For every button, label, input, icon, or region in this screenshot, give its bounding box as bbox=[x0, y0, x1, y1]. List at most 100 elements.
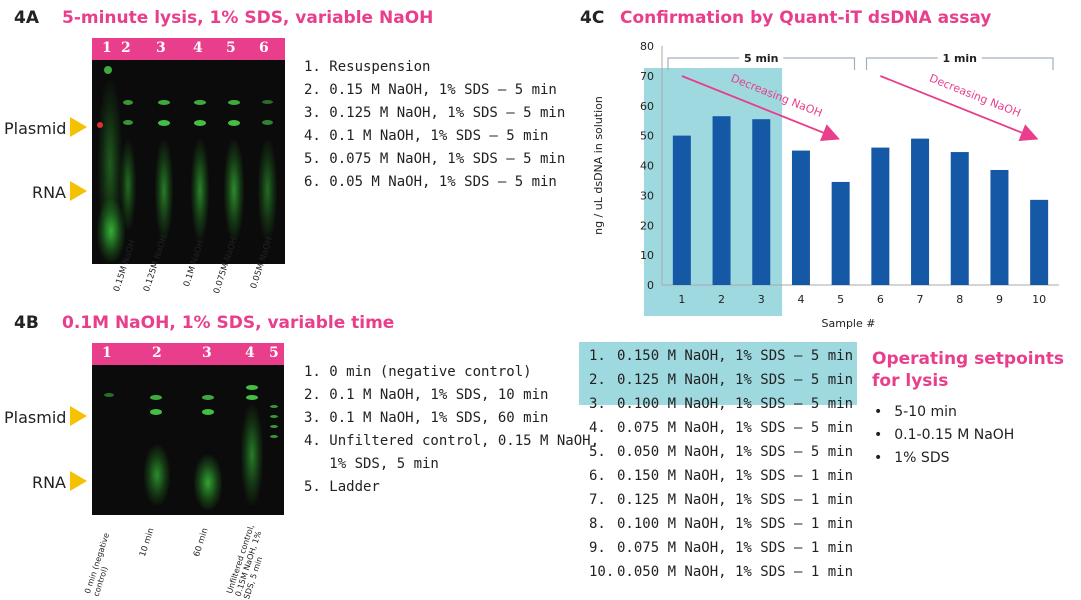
legend-4a-item: 2. 0.15 M NaOH, 1% SDS – 5 min bbox=[304, 82, 557, 98]
setpoint-item: 0.1-0.15 M NaOH bbox=[874, 424, 1014, 447]
gel-4a: 1 2 3 4 5 6 bbox=[92, 38, 285, 280]
table-4c: 1. 0.150 M NaOH, 1% SDS – 5 min 2. 0.125 M… bbox=[579, 344, 853, 584]
legend-4a-item: 3. 0.125 M NaOH, 1% SDS – 5 min bbox=[304, 105, 566, 121]
row-text: 0.100 M NaOH, 1% SDS – 5 min bbox=[617, 396, 854, 412]
gel-4b-lane-number: 1 bbox=[102, 345, 112, 361]
table-row: 3. 0.100 M NaOH, 1% SDS – 5 min bbox=[579, 392, 853, 416]
row-text: 0.075 M NaOH, 1% SDS – 5 min bbox=[617, 420, 854, 436]
bracket-5min-label: 5 min bbox=[744, 52, 779, 65]
setpoint-item: 1% SDS bbox=[874, 447, 1014, 470]
bar bbox=[672, 135, 691, 285]
gel-4a-lane-number: 4 bbox=[193, 40, 203, 56]
gel-4b-lane-header: 1 2 3 4 5 bbox=[92, 343, 284, 365]
legend-4b-item: 5. Ladder bbox=[304, 479, 380, 495]
panel-4b-title: 0.1M NaOH, 1% SDS, variable time bbox=[62, 313, 395, 333]
x-tick-label: 1 bbox=[678, 293, 685, 306]
row-text: 0.125 M NaOH, 1% SDS – 5 min bbox=[617, 372, 854, 388]
row-text: 0.150 M NaOH, 1% SDS – 5 min bbox=[617, 348, 854, 364]
y-tick-label: 0 bbox=[647, 279, 654, 292]
row-number: 10. bbox=[589, 564, 615, 580]
row-number: 1. bbox=[589, 348, 606, 364]
plasmid-label-4b: Plasmid bbox=[4, 408, 67, 427]
y-tick-label: 80 bbox=[640, 40, 654, 53]
gel-4b-lane-label: Unfiltered control, 0.15M NaOH, 1% SDS, … bbox=[225, 523, 265, 600]
gel-4b-lane-label: 0 min (negative control) bbox=[83, 531, 112, 598]
table-row: 5. 0.050 M NaOH, 1% SDS – 5 min bbox=[579, 440, 853, 464]
row-text: 0.075 M NaOH, 1% SDS – 1 min bbox=[617, 540, 854, 556]
operating-title-line: for lysis bbox=[872, 371, 949, 391]
bar-chart-4c: 0 10 20 30 40 50 60 70 80 1 2 3 4 5 6 7 8 9 10 Sample # ng /… bbox=[592, 40, 1059, 330]
table-row: 9. 0.075 M NaOH, 1% SDS – 1 min bbox=[579, 536, 853, 560]
row-number: 8. bbox=[589, 516, 606, 532]
x-tick-label: 6 bbox=[877, 293, 884, 306]
y-tick-label: 60 bbox=[640, 100, 654, 113]
legend-4a-item: 4. 0.1 M NaOH, 1% SDS – 5 min bbox=[304, 128, 549, 144]
panel-4c-title: Confirmation by Quant-iT dsDNA assay bbox=[620, 8, 992, 28]
y-tick-label: 30 bbox=[640, 189, 654, 202]
bracket-5min-label-bg bbox=[739, 50, 784, 66]
legend-4b: 1. 0 min (negative control) 2. 0.1 M NaO… bbox=[304, 361, 599, 499]
row-text: 0.150 M NaOH, 1% SDS – 1 min bbox=[617, 468, 854, 484]
legend-4a-item: 6. 0.05 M NaOH, 1% SDS – 5 min bbox=[304, 174, 557, 190]
row-number: 4. bbox=[589, 420, 606, 436]
legend-4b-item: 3. 0.1 M NaOH, 1% SDS, 60 min bbox=[304, 410, 549, 426]
y-tick-label: 50 bbox=[640, 130, 654, 143]
bar bbox=[911, 138, 930, 285]
bar bbox=[950, 152, 969, 285]
operating-setpoints-list: 5-10 min 0.1-0.15 M NaOH 1% SDS bbox=[874, 401, 1014, 470]
bracket-1min-label: 1 min bbox=[942, 52, 977, 65]
row-text: 0.125 M NaOH, 1% SDS – 1 min bbox=[617, 492, 854, 508]
table-row: 6. 0.150 M NaOH, 1% SDS – 1 min bbox=[579, 464, 853, 488]
x-tick-label: 3 bbox=[758, 293, 765, 306]
legend-4b-item: 1% SDS, 5 min bbox=[304, 456, 439, 472]
panel-4a-title: 5-minute lysis, 1% SDS, variable NaOH bbox=[62, 8, 434, 28]
rna-arrow-icon bbox=[70, 181, 87, 201]
plasmid-label-4a: Plasmid bbox=[4, 119, 67, 138]
gel-4b-image bbox=[92, 365, 284, 515]
gel-4a-lane-number: 6 bbox=[259, 40, 269, 56]
gel-4b-lane-label: 10 min bbox=[138, 526, 157, 559]
table-row: 1. 0.150 M NaOH, 1% SDS – 5 min bbox=[579, 344, 853, 368]
bar bbox=[1030, 199, 1049, 285]
row-number: 3. bbox=[589, 396, 606, 412]
x-axis-title: Sample # bbox=[822, 317, 876, 330]
legend-4b-item: 2. 0.1 M NaOH, 1% SDS, 10 min bbox=[304, 387, 549, 403]
y-tick-label: 10 bbox=[640, 249, 654, 262]
bar bbox=[871, 147, 890, 285]
gel-4b-lane-number: 3 bbox=[202, 345, 212, 361]
legend-4a-item: 5. 0.075 M NaOH, 1% SDS – 5 min bbox=[304, 151, 566, 167]
legend-4b-item: 4. Unfiltered control, 0.15 M NaOH, bbox=[304, 433, 600, 449]
gel-4a-lane-number: 3 bbox=[156, 40, 166, 56]
x-tick-label: 8 bbox=[956, 293, 963, 306]
x-tick-label: 10 bbox=[1032, 293, 1046, 306]
rna-label-4a: RNA bbox=[31, 183, 66, 202]
y-tick-label: 70 bbox=[640, 70, 654, 83]
x-tick-label: 7 bbox=[917, 293, 924, 306]
row-text: 0.050 M NaOH, 1% SDS – 1 min bbox=[617, 564, 854, 580]
gel-4b: 1 2 3 4 5 bbox=[92, 343, 284, 515]
table-highlight bbox=[579, 342, 857, 405]
rna-arrow-icon bbox=[70, 471, 87, 491]
gel-4a-lane-number: 2 bbox=[121, 40, 131, 56]
x-tick-label: 2 bbox=[718, 293, 725, 306]
table-row: 4. 0.075 M NaOH, 1% SDS – 5 min bbox=[579, 416, 853, 440]
x-tick-label: 4 bbox=[797, 293, 804, 306]
legend-4a-item: 1. Resuspension bbox=[304, 59, 431, 75]
gel-4a-image bbox=[92, 60, 285, 264]
legend-4a: 1. Resuspension 2. 0.15 M NaOH, 1% SDS –… bbox=[304, 56, 565, 194]
legend-4b-item: 1. 0 min (negative control) bbox=[304, 364, 532, 380]
panel-4c-id: 4C bbox=[580, 8, 605, 28]
bar bbox=[712, 116, 731, 285]
trend-1min-label: Decreasing NaOH bbox=[928, 72, 1023, 120]
row-text: 0.100 M NaOH, 1% SDS – 1 min bbox=[617, 516, 854, 532]
table-row: 8. 0.100 M NaOH, 1% SDS – 1 min bbox=[579, 512, 853, 536]
y-tick-label: 40 bbox=[640, 160, 654, 173]
operating-setpoints-title: Operating setpoints for lysis bbox=[872, 348, 1064, 392]
plasmid-arrow-icon bbox=[70, 117, 87, 137]
gel-4a-lane-number: 1 bbox=[102, 40, 112, 56]
row-number: 6. bbox=[589, 468, 606, 484]
operating-title-line: Operating setpoints bbox=[872, 349, 1064, 369]
panel-4b-id: 4B bbox=[14, 313, 39, 333]
table-row: 10. 0.050 M NaOH, 1% SDS – 1 min bbox=[579, 560, 853, 584]
bracket-1min-label-bg bbox=[937, 50, 982, 66]
